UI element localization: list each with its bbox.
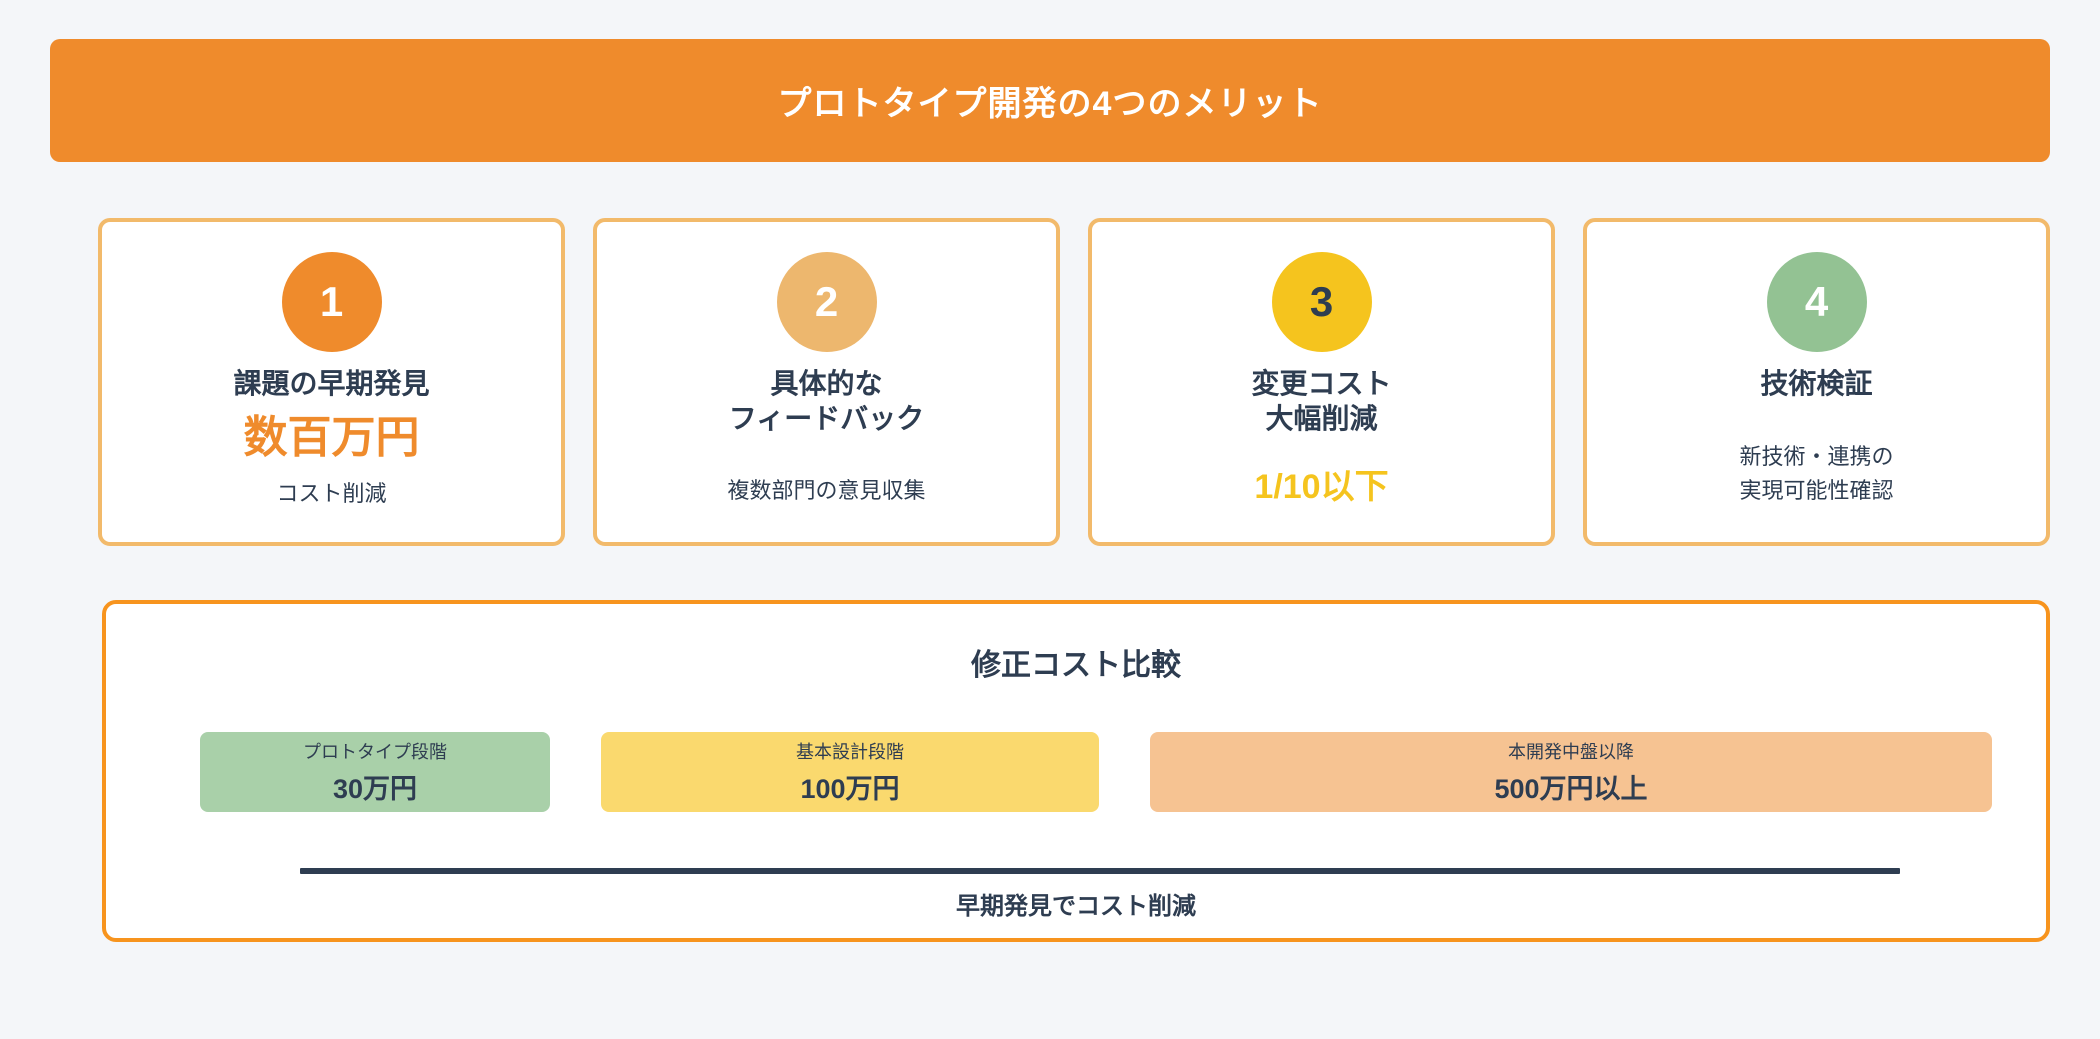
step-number: 4 xyxy=(1804,278,1829,325)
benefit-cards-row: 1 課題の早期発見 数百万円 コスト削減 2 具体的な フィードバック 複数部門… xyxy=(98,218,2050,546)
card-highlight-value: 数百万円 xyxy=(243,413,420,462)
cost-bars-row: プロトタイプ段階 30万円 基本設計段階 100万円 本開発中盤以降 500万円… xyxy=(106,732,2046,812)
card-subtext: 複数部門の意見収集 xyxy=(727,474,925,508)
card-subtext-line: 複数部門の意見収集 xyxy=(727,477,926,503)
comparison-caption: 早期発見でコスト削減 xyxy=(956,893,1196,920)
card-subtext: 新技術・連携の 実現可能性確認 xyxy=(1739,440,1893,508)
step-number: 2 xyxy=(814,278,839,325)
card-title: 技術検証 xyxy=(1760,366,1872,401)
page-title: プロトタイプ開発の4つのメリット xyxy=(777,85,1323,123)
card-subtext-line: コスト削減 xyxy=(276,481,387,506)
card-title-line: 大幅削減 xyxy=(1265,403,1378,434)
card-subtext: コスト削減 xyxy=(276,477,386,511)
cost-bar-value: 500万円以上 xyxy=(1494,774,1648,804)
step-number-badge: 3 xyxy=(1271,252,1372,352)
cost-bar-label: 本開発中盤以降 xyxy=(1508,742,1634,762)
benefit-card-3: 3 変更コスト 大幅削減 1/10以下 xyxy=(1088,218,1555,546)
card-title-line: 具体的な xyxy=(770,368,883,399)
cost-bar-value: 30万円 xyxy=(332,774,418,804)
card-title: 変更コスト 大幅削減 xyxy=(1251,366,1391,436)
cost-bar-label: プロトタイプ段階 xyxy=(303,742,447,762)
card-subtext-line: 実現可能性確認 xyxy=(1739,477,1894,503)
timeline-line xyxy=(300,868,1900,874)
card-title-line: フィードバック xyxy=(728,403,925,434)
cost-bar-prototype: プロトタイプ段階 30万円 xyxy=(200,732,550,812)
step-number-badge: 1 xyxy=(281,252,382,352)
cost-comparison-panel: 修正コスト比較 プロトタイプ段階 30万円 基本設計段階 100万円 本開発中盤… xyxy=(102,600,2050,942)
cost-bar-mid-development: 本開発中盤以降 500万円以上 xyxy=(1150,732,1992,812)
benefit-card-4: 4 技術検証 新技術・連携の 実現可能性確認 xyxy=(1583,218,2050,546)
header-banner: プロトタイプ開発の4つのメリット xyxy=(50,39,2050,162)
step-number-badge: 2 xyxy=(776,252,877,352)
benefit-card-2: 2 具体的な フィードバック 複数部門の意見収集 xyxy=(593,218,1060,546)
cost-bar-value: 100万円 xyxy=(800,774,900,804)
card-title: 具体的な フィードバック xyxy=(729,366,924,436)
card-title: 課題の早期発見 xyxy=(233,366,429,401)
card-title-line: 技術検証 xyxy=(1760,368,1873,399)
card-highlight-value: 1/10以下 xyxy=(1254,468,1389,506)
card-title-line: 変更コスト xyxy=(1251,368,1392,399)
card-subtext-line: 新技術・連携の xyxy=(1739,443,1894,469)
cost-bar-label: 基本設計段階 xyxy=(796,742,904,762)
step-number: 3 xyxy=(1309,278,1334,325)
step-number-badge: 4 xyxy=(1766,252,1867,352)
step-number: 1 xyxy=(319,278,344,325)
cost-bar-basic-design: 基本設計段階 100万円 xyxy=(601,732,1099,812)
comparison-title: 修正コスト比較 xyxy=(971,649,1181,682)
benefit-card-1: 1 課題の早期発見 数百万円 コスト削減 xyxy=(98,218,565,546)
card-title-line: 課題の早期発見 xyxy=(233,368,430,399)
